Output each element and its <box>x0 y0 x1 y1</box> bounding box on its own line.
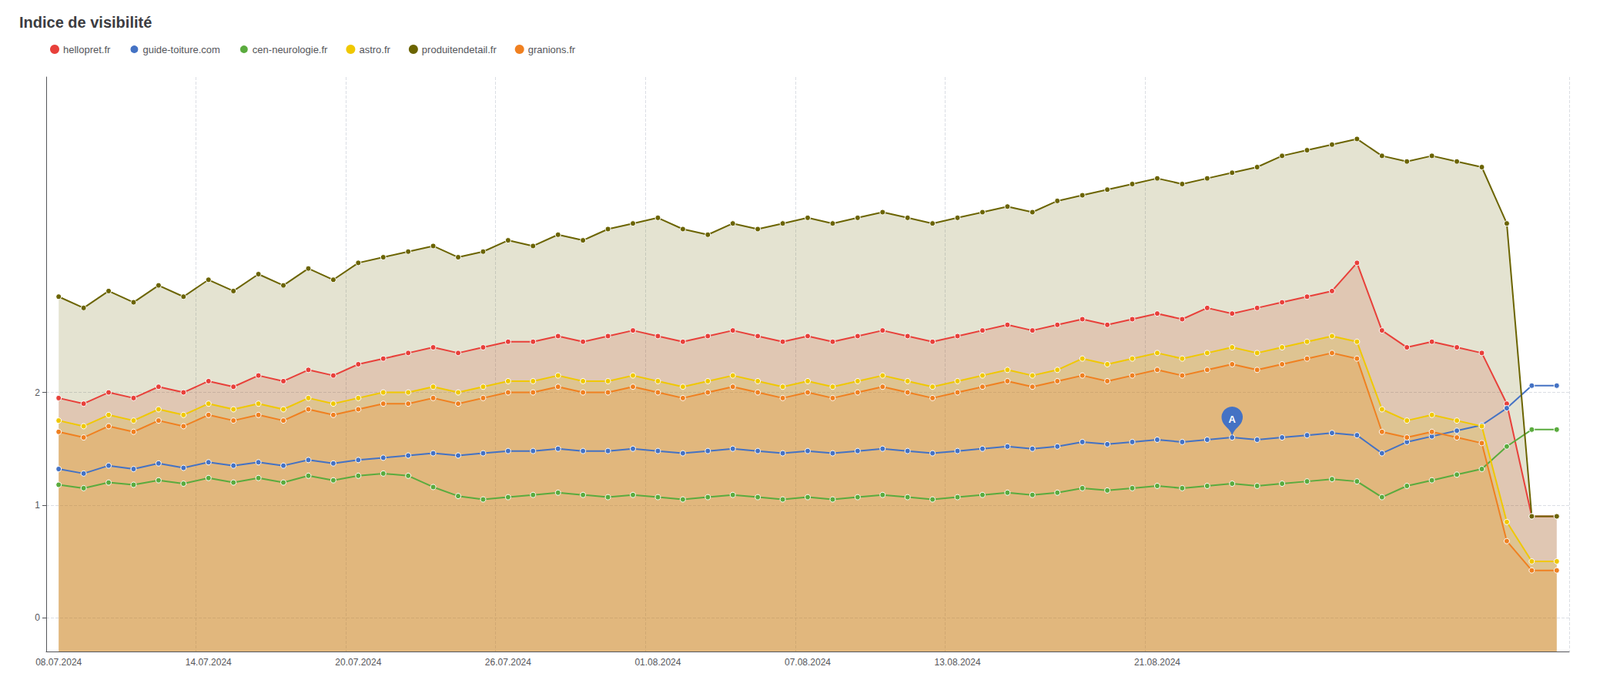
svg-text:hellopret.fr: hellopret.fr <box>63 43 111 56</box>
svg-text:astro.fr: astro.fr <box>358 43 391 56</box>
svg-text:granions.fr: granions.fr <box>528 43 576 56</box>
svg-text:cen-neurologie.fr: cen-neurologie.fr <box>252 43 329 56</box>
svg-text:Indice de visibilité: Indice de visibilité <box>19 13 152 31</box>
svg-text:1: 1 <box>34 499 41 511</box>
svg-text:2: 2 <box>34 387 41 399</box>
svg-text:0: 0 <box>34 612 41 623</box>
svg-text:13.08.2024: 13.08.2024 <box>934 656 981 668</box>
svg-text:guide-toiture.com: guide-toiture.com <box>142 43 220 56</box>
svg-text:produitendetail.fr: produitendetail.fr <box>421 43 498 56</box>
svg-text:01.08.2024: 01.08.2024 <box>634 656 681 668</box>
svg-text:26.07.2024: 26.07.2024 <box>485 656 532 668</box>
svg-text:20.07.2024: 20.07.2024 <box>334 656 382 668</box>
svg-text:08.07.2024: 08.07.2024 <box>35 656 82 668</box>
svg-text:21.08.2024: 21.08.2024 <box>1134 656 1181 668</box>
svg-text:14.07.2024: 14.07.2024 <box>185 656 232 668</box>
svg-text:07.08.2024: 07.08.2024 <box>784 656 831 668</box>
svg-text:A: A <box>1228 413 1237 426</box>
